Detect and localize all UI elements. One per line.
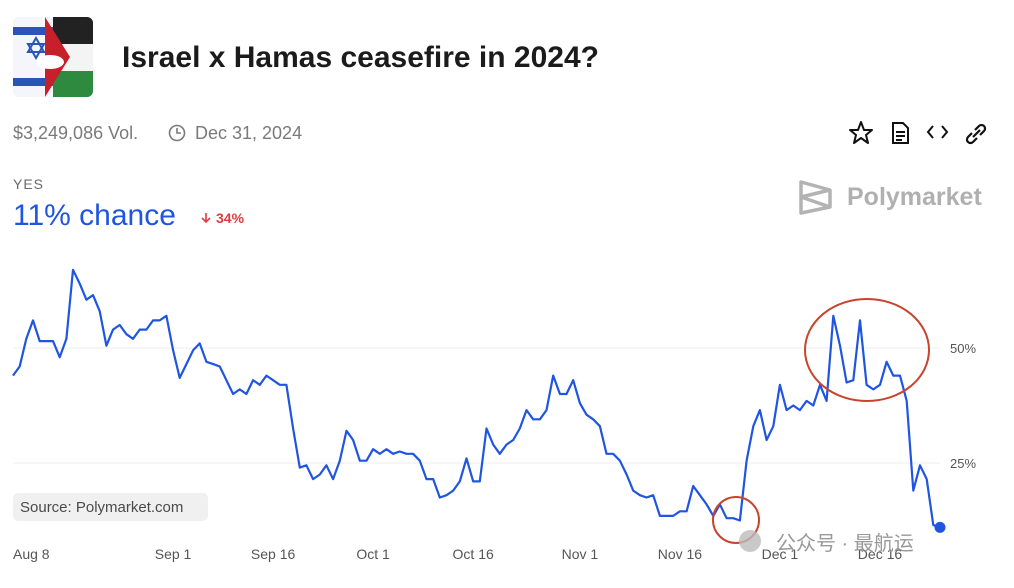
x-tick-label: Oct 16 — [453, 546, 494, 562]
chance: 11% chance — [13, 199, 176, 232]
brand-logo — [799, 180, 832, 215]
end-point — [934, 521, 946, 533]
clock-icon — [168, 124, 186, 142]
x-tick-label: Dec 1 — [762, 546, 799, 562]
plot: 25% 50% Aug 8 Sep 1 Sep 16 Oct 1 Oct 16 Nov 1 No… — [12, 268, 976, 562]
watermark: 公众号 · 最航运 — [776, 532, 914, 555]
highlight-circle — [712, 496, 760, 544]
x-tick-label: Aug 8 — [13, 546, 50, 562]
volume: $3,249,086 Vol. — [13, 123, 138, 143]
source: Source: Polymarket.com — [20, 499, 183, 516]
outcome-label: YES — [13, 176, 44, 192]
title: Israel x Hamas ceasefire in 2024? — [122, 41, 599, 74]
link-button[interactable] — [965, 123, 987, 145]
series-line — [12, 268, 941, 529]
change: 34% — [216, 210, 245, 226]
clock-hands — [176, 128, 181, 134]
x-tick-label: Sep 1 — [155, 546, 192, 562]
watermark-icon — [739, 530, 761, 552]
source-box — [13, 493, 208, 521]
x-tick-label: Oct 1 — [356, 546, 390, 562]
highlight-circle — [804, 298, 930, 402]
x-tick-label: Nov 16 — [658, 546, 703, 562]
y-tick-label: 50% — [950, 341, 976, 356]
star-button[interactable] — [849, 121, 873, 144]
y-tick-label: 25% — [950, 456, 976, 471]
brand-name: Polymarket — [847, 183, 982, 211]
market-icon — [13, 17, 93, 97]
x-tick-label: Dec 16 — [858, 546, 903, 562]
x-tick-label: Sep 16 — [251, 546, 296, 562]
doc-button[interactable] — [892, 122, 909, 144]
embed-button[interactable] — [926, 125, 949, 139]
end-date: Dec 31, 2024 — [195, 123, 302, 143]
down-arrow — [201, 213, 211, 224]
x-tick-label: Nov 1 — [562, 546, 599, 562]
